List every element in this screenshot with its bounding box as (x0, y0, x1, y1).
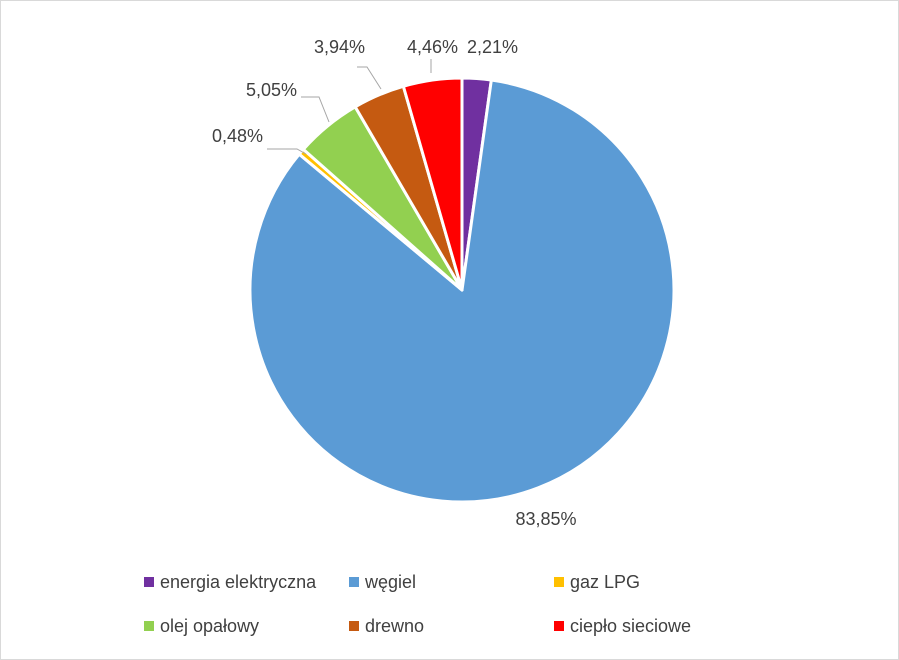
data-label-wegiel: 83,85% (515, 509, 576, 529)
leader-line-gaz-lpg (267, 148, 307, 155)
legend-swatch (554, 621, 564, 631)
data-labels: 2,21% 83,85% 0,48% 5,05% 3,94% 4,46% (212, 37, 577, 529)
pie-chart: 2,21% 83,85% 0,48% 5,05% 3,94% 4,46% (212, 37, 676, 529)
legend-swatch (349, 577, 359, 587)
pie-slices (248, 76, 676, 504)
legend-item-gaz-lpg: gaz LPG (554, 571, 754, 593)
legend-swatch (554, 577, 564, 587)
legend-swatch (144, 577, 154, 587)
legend-swatch (349, 621, 359, 631)
data-label-energia-elektryczna: 2,21% (467, 37, 518, 57)
legend: energia elektryczna węgiel gaz LPG olej … (144, 571, 784, 637)
leader-lines (267, 59, 432, 155)
legend-label: olej opałowy (160, 616, 260, 636)
legend-item-olej-opalowy: olej opałowy (144, 615, 349, 637)
pie-slice-cieplo-sieciowe (401, 76, 464, 292)
legend-label: drewno (365, 616, 425, 636)
legend-label: ciepło sieciowe (570, 616, 692, 636)
legend-item-cieplo-sieciowe: ciepło sieciowe (554, 615, 754, 637)
legend-item-wegiel: węgiel (349, 571, 554, 593)
legend-swatch (144, 621, 154, 631)
legend-item-drewno: drewno (349, 615, 554, 637)
data-label-cieplo-sieciowe: 4,46% (407, 37, 458, 57)
legend-label: gaz LPG (570, 572, 641, 592)
legend-item-energia-elektryczna: energia elektryczna (144, 571, 349, 593)
legend-label: węgiel (365, 572, 417, 592)
data-label-olej-opalowy: 5,05% (246, 80, 297, 100)
leader-line-drewno (357, 66, 382, 90)
legend-label: energia elektryczna (160, 572, 317, 592)
data-label-gaz-lpg: 0,48% (212, 126, 263, 146)
leader-line-olej-opalowy (301, 96, 330, 123)
data-label-drewno: 3,94% (314, 37, 365, 57)
